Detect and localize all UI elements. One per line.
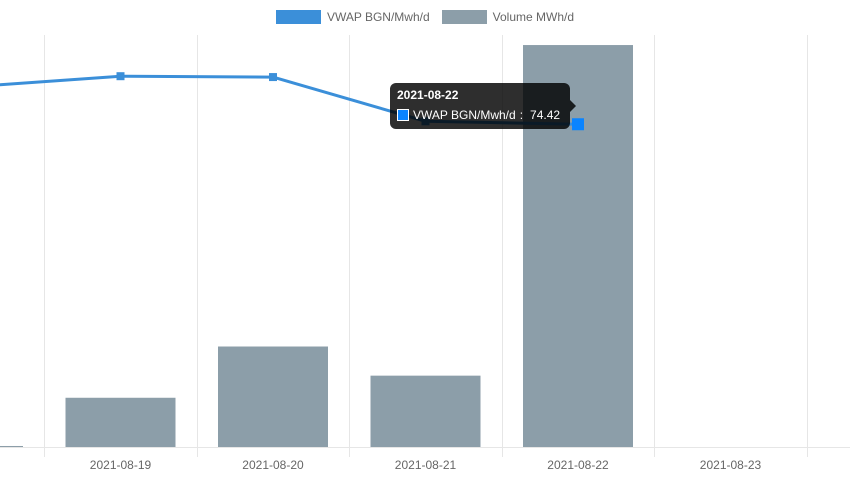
legend-label-volume: Volume MWh/d (492, 10, 575, 24)
x-axis-ticks: 2021-08-182021-08-192021-08-202021-08-21… (90, 458, 762, 472)
x-tick-label: 2021-08-22 (547, 458, 609, 472)
x-tick-label: 2021-08-19 (90, 458, 152, 472)
legend-swatch-volume (441, 10, 487, 24)
legend-label-vwap: VWAP BGN/Mwh/d (326, 10, 430, 24)
vwap-point (269, 73, 277, 82)
vwap-point-active (572, 118, 584, 131)
x-tick-label: 2021-08-21 (395, 458, 457, 472)
legend-item-volume[interactable]: Volume MWh/d (441, 10, 575, 24)
vwap-point (116, 72, 125, 81)
tooltip-color-swatch (397, 109, 409, 121)
legend-item-vwap[interactable]: VWAP BGN/Mwh/d (275, 10, 430, 24)
tooltip-row: VWAP BGN/Mwh/d: 74.42 (397, 108, 560, 122)
volume-bar (218, 346, 328, 447)
volume-bar (0, 445, 23, 447)
legend-swatch-vwap (275, 10, 321, 24)
chart-tooltip: 2021-08-22 VWAP BGN/Mwh/d: 74.42 (390, 83, 576, 129)
x-tick-label: 2021-08-23 (700, 458, 762, 472)
tooltip-title: 2021-08-22 (397, 88, 459, 102)
chart-legend: VWAP BGN/Mwh/d Volume MWh/d (0, 8, 850, 26)
volume-bar (65, 397, 176, 447)
tooltip-series-label: VWAP BGN/Mwh/d (413, 108, 516, 122)
tooltip-value: 74.42 (530, 108, 561, 122)
x-tick-label: 2021-08-20 (242, 458, 304, 472)
volume-bar (370, 375, 481, 447)
